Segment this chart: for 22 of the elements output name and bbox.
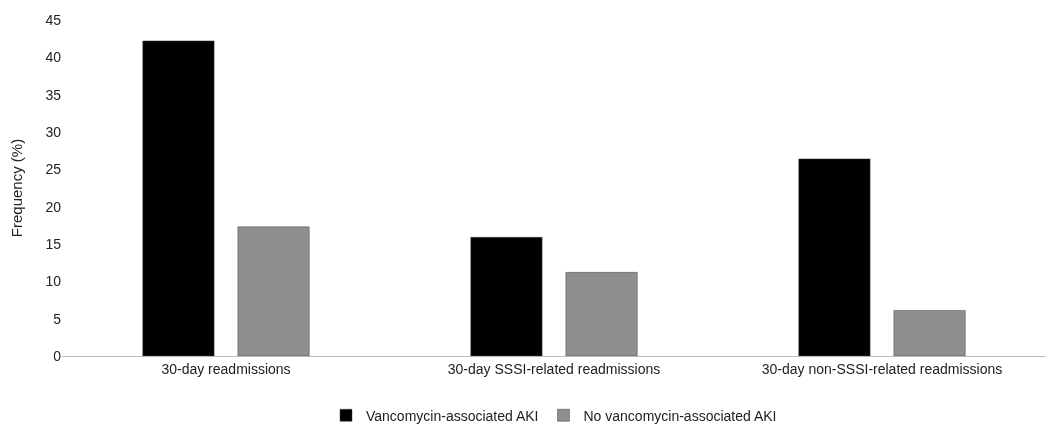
bar xyxy=(565,272,638,356)
legend-label: No vancomycin-associated AKI xyxy=(583,407,777,424)
bar xyxy=(237,226,310,356)
y-tick-label: 40 xyxy=(45,49,62,66)
x-tick-label: 30-day readmissions xyxy=(161,360,291,377)
y-tick-label: 0 xyxy=(53,347,62,364)
bar xyxy=(470,237,543,356)
y-tick-label: 45 xyxy=(45,11,62,28)
x-tick-label: 30-day SSSI-related readmissions xyxy=(447,360,661,377)
x-tick-label: 30-day non-SSSI-related readmissions xyxy=(761,360,1003,377)
y-tick-label: 15 xyxy=(45,235,62,252)
bar xyxy=(893,310,966,356)
y-tick-label: 35 xyxy=(45,86,62,103)
y-tick-label: 5 xyxy=(53,310,62,327)
y-tick-label: 25 xyxy=(45,161,62,178)
legend-label: Vancomycin-associated AKI xyxy=(366,407,539,424)
y-tick-label: 30 xyxy=(45,123,62,140)
y-tick-label: 20 xyxy=(45,198,62,215)
y-tick-label: 10 xyxy=(45,273,62,290)
y-axis-title: Frequency (%) xyxy=(8,138,25,238)
bar xyxy=(798,158,871,356)
bar xyxy=(142,40,215,356)
